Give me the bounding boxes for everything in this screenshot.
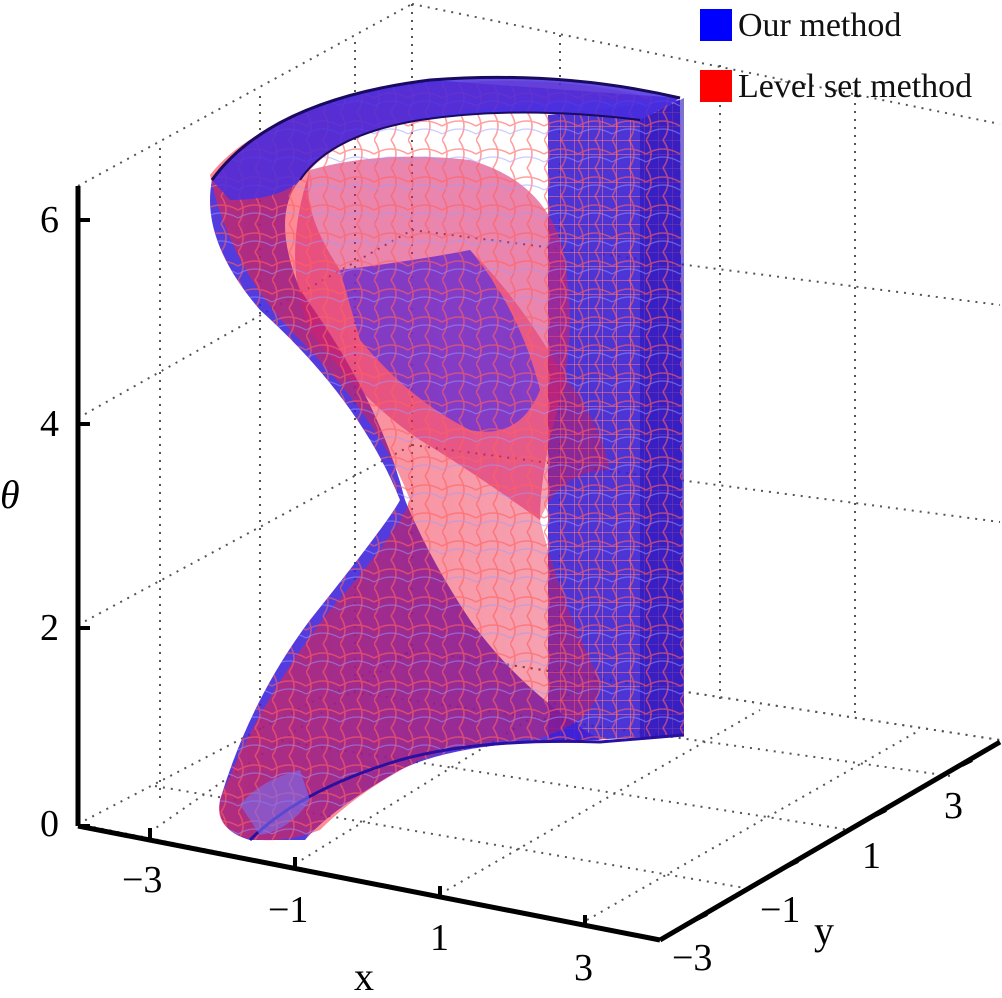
z-tick-label: 2: [40, 607, 59, 649]
z-axis-label: θ: [0, 472, 20, 517]
x-tick-label: 1: [430, 917, 449, 959]
surface-group: [210, 75, 685, 842]
legend-label-our-method: Our method: [738, 7, 901, 44]
legend-label-level-set-method: Level set method: [738, 68, 972, 105]
x-axis-line: [77, 823, 661, 943]
z-tick-label: 0: [40, 803, 59, 845]
x-axis-label: x: [354, 954, 374, 998]
tick-labels: 6 4 2 0 −3 −1 1 3 −3 −1 1 3: [40, 199, 963, 989]
y-tick-label: −3: [672, 937, 712, 979]
x-tick-label: 3: [574, 947, 593, 989]
y-axis-line: [658, 739, 1002, 943]
y-axis-label: y: [814, 908, 834, 953]
legend-swatch-level-set-method: [700, 70, 732, 102]
y-tick-label: 3: [944, 785, 963, 827]
y-tick-label: 1: [862, 835, 881, 877]
axes: [75, 186, 1002, 943]
legend-swatch-our-method: [700, 9, 732, 41]
x-tick-label: −3: [122, 859, 162, 901]
z-tick-label: 6: [40, 199, 59, 241]
y-tick-label: −1: [760, 889, 800, 931]
z-tick-label: 4: [40, 403, 59, 445]
x-tick-label: −1: [268, 889, 308, 931]
legend: Our method Level set method: [700, 7, 972, 105]
